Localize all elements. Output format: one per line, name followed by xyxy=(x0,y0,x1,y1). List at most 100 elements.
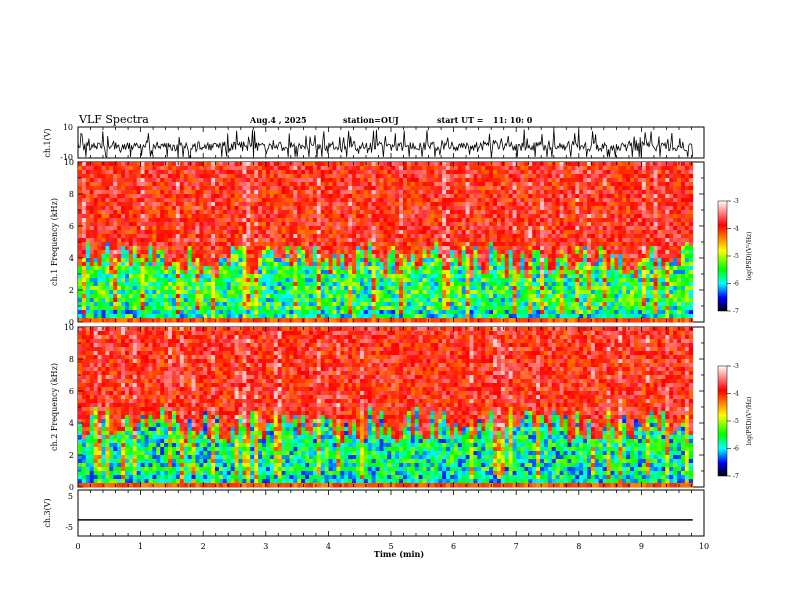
spectrogram-cell xyxy=(101,174,106,179)
spectrogram-cell xyxy=(536,230,541,235)
spectrogram-cell xyxy=(449,294,455,299)
spectrogram-cell xyxy=(461,274,467,279)
spectrogram-cell xyxy=(144,294,149,299)
spectrogram-cell xyxy=(128,302,134,307)
spectrogram-cell xyxy=(473,206,478,211)
spectrogram-cell xyxy=(536,266,541,271)
spectrogram-cell xyxy=(293,194,298,199)
spectrogram-cell xyxy=(418,278,423,283)
spectrogram-cell xyxy=(207,306,212,311)
spectrogram-cell xyxy=(367,274,373,279)
spectrogram-cell xyxy=(93,238,98,243)
spectrogram-cell xyxy=(97,294,102,299)
spectrogram-cell xyxy=(175,170,181,175)
spectrogram-cell xyxy=(199,242,204,247)
spectrogram-cell xyxy=(504,222,510,227)
spectrogram-cell xyxy=(109,250,114,255)
spectrogram-cell xyxy=(528,246,533,251)
spectrogram-cell xyxy=(316,266,322,271)
spectrogram-cell xyxy=(160,314,165,319)
spectrogram-cell xyxy=(179,302,185,307)
spectrogram-cell xyxy=(121,282,126,287)
spectrogram-cell xyxy=(258,270,263,275)
spectrogram-cell xyxy=(473,202,478,207)
spectrogram-cell xyxy=(324,306,329,311)
spectrogram-cell xyxy=(171,178,177,183)
spectrogram-cell xyxy=(496,278,502,283)
spectrogram-cell xyxy=(457,194,463,199)
spectrogram-cell xyxy=(265,286,271,291)
spectrogram-cell xyxy=(359,210,365,215)
spectrogram-cell xyxy=(457,246,463,251)
spectrogram-cell xyxy=(418,290,423,295)
spectrogram-cell xyxy=(352,294,357,299)
spectrogram-cell xyxy=(230,274,236,279)
spectrogram-cell xyxy=(473,190,478,195)
spectrogram-cell xyxy=(406,178,412,183)
spectrogram-cell xyxy=(265,266,271,271)
spectrogram-cell xyxy=(402,194,408,199)
spectrogram-cell xyxy=(418,286,423,291)
spectrogram-cell xyxy=(124,214,130,219)
spectrogram-cell xyxy=(211,210,216,215)
spectrogram-cell xyxy=(101,242,106,247)
spectrogram-cell xyxy=(262,274,267,279)
spectrogram-cell xyxy=(414,318,420,323)
spectrogram-cell xyxy=(336,250,341,255)
spectrogram-cell xyxy=(144,170,149,175)
spectrogram-cell xyxy=(344,234,349,239)
spectrogram-cell xyxy=(528,226,533,231)
spectrogram-cell xyxy=(485,190,490,195)
spectrogram-cell xyxy=(175,254,181,259)
spectrogram-cell xyxy=(528,234,533,239)
spectrogram-cell xyxy=(536,294,541,299)
spectrogram-cell xyxy=(387,182,392,187)
spectrogram-cell xyxy=(406,242,412,247)
spectrogram-cell xyxy=(512,222,517,227)
spectrogram-cell xyxy=(85,314,91,319)
spectrogram-cell xyxy=(183,174,189,179)
spectrogram-cell xyxy=(140,226,145,231)
spectrogram-cell xyxy=(152,270,157,275)
spectrogram-cell xyxy=(500,310,506,315)
spectrogram-cell xyxy=(171,266,177,271)
spectrogram-cell xyxy=(175,214,181,219)
spectrogram-cell xyxy=(532,318,537,323)
spectrogram-cell xyxy=(203,238,208,243)
spectrogram-cell xyxy=(160,170,165,175)
spectrogram-cell xyxy=(399,242,404,247)
spectrogram-cell xyxy=(211,174,216,179)
spectrogram-cell xyxy=(195,238,200,243)
spectrogram-cell xyxy=(344,270,349,275)
spectrogram-cell xyxy=(85,206,91,211)
spectrogram-cell xyxy=(160,182,165,187)
spectrogram-cell xyxy=(89,238,95,243)
spectrogram-cell xyxy=(536,162,541,167)
spectrogram-cell xyxy=(301,246,306,251)
spectrogram-cell xyxy=(289,306,294,311)
spectrogram-cell xyxy=(540,258,545,263)
spectrogram-cell xyxy=(418,226,423,231)
spectrogram-cell xyxy=(391,186,396,191)
spectrogram-cell xyxy=(320,274,326,279)
spectrogram-cell xyxy=(109,298,114,303)
spectrogram-cell xyxy=(363,210,369,215)
spectrogram-cell xyxy=(113,254,118,259)
spectrogram-cell xyxy=(410,250,416,255)
spectrogram-cell xyxy=(446,202,451,207)
spectrogram-cell xyxy=(242,318,247,323)
spectrogram-cell xyxy=(406,298,412,303)
spectrogram-cell xyxy=(89,306,95,311)
spectrogram-cell xyxy=(371,278,376,283)
spectrogram-cell xyxy=(379,258,384,263)
spectrogram-cell xyxy=(418,210,423,215)
spectrogram-cell xyxy=(316,198,322,203)
spectrogram-cell xyxy=(191,250,196,255)
spectrogram-cell xyxy=(481,246,486,251)
spectrogram-cell xyxy=(504,270,510,275)
spectrogram-cell xyxy=(418,250,423,255)
spectrogram-cell xyxy=(328,222,333,227)
spectrogram-cell xyxy=(109,254,114,259)
spectrogram-cell xyxy=(124,246,130,251)
spectrogram-cell xyxy=(144,214,149,219)
